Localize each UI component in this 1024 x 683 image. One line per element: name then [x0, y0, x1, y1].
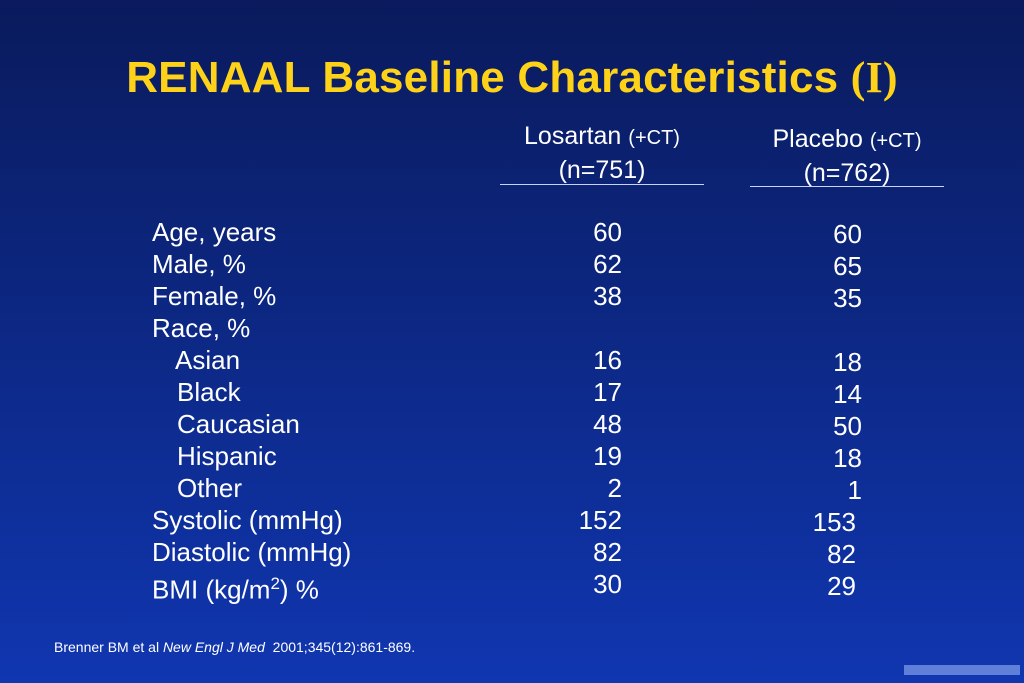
placebo-value: 29 [827, 571, 856, 601]
placebo-value: 60 [833, 219, 862, 249]
placebo-value: 1 [847, 475, 862, 505]
losartan-value: 17 [593, 377, 622, 407]
row-label-bmi: BMI (kg/m2) % [152, 574, 319, 605]
placebo-n: (n=762) [803, 159, 891, 187]
losartan-value: 2 [607, 473, 622, 503]
placebo-values: 60 65 35 18 14 50 18 1 153 82 29 [800, 218, 862, 602]
losartan-qualifier: (+CT) [628, 127, 680, 149]
losartan-column-header: Losartan (+CT) (n=751) [500, 120, 704, 186]
placebo-value: 18 [833, 347, 862, 377]
losartan-value: 60 [593, 217, 622, 247]
losartan-value: 30 [593, 569, 622, 599]
placebo-value [800, 314, 862, 346]
row-label-black: Black [177, 377, 241, 407]
placebo-value: 35 [833, 283, 862, 313]
row-label-other: Other [177, 473, 243, 503]
slide-title-suffix: (I) [850, 53, 898, 102]
losartan-n: (n=751) [558, 156, 646, 184]
citation-journal: New Engl J Med [162, 639, 265, 655]
row-label-male: Male, % [152, 249, 246, 279]
placebo-header-rule [750, 186, 944, 187]
losartan-name: Losartan [524, 122, 622, 150]
citation: Brenner BM et al New Engl J Med 2001;345… [54, 639, 415, 655]
placebo-value: 153 [812, 507, 856, 537]
losartan-value: 62 [593, 249, 622, 279]
row-labels: Age, years Male, % Female, % Race, % Asi… [152, 216, 351, 606]
losartan-header-rule [500, 184, 704, 185]
losartan-value [560, 312, 622, 344]
losartan-value: 48 [593, 409, 622, 439]
row-label-caucasian: Caucasian [177, 409, 300, 439]
citation-authors: Brenner BM et al [54, 639, 163, 655]
losartan-value: 19 [593, 441, 622, 471]
citation-ref: 2001;345(12):861-869. [264, 639, 416, 655]
losartan-value: 82 [593, 537, 622, 567]
losartan-value: 16 [593, 345, 622, 375]
placebo-value: 82 [827, 539, 856, 569]
row-label-systolic: Systolic (mmHg) [152, 505, 343, 535]
row-label-race: Race, % [152, 313, 251, 343]
slide-title-main: RENAAL Baseline Characteristics [126, 53, 851, 102]
row-label-diastolic: Diastolic (mmHg) [152, 537, 352, 567]
placebo-name: Placebo [772, 125, 863, 153]
losartan-values: 60 62 38 16 17 48 19 2 152 82 30 [560, 216, 622, 600]
losartan-value: 38 [593, 281, 622, 311]
slide-title: RENAAL Baseline Characteristics (I) [0, 52, 1024, 103]
placebo-qualifier: (+CT) [869, 130, 922, 152]
placebo-column-header: Placebo (+CT) (n=762) [750, 123, 944, 189]
placebo-value: 18 [833, 443, 862, 473]
slide-decoration-bar [904, 665, 1020, 675]
row-label-female: Female, % [152, 281, 277, 311]
losartan-value: 152 [578, 505, 622, 535]
row-label-hispanic: Hispanic [177, 441, 277, 471]
row-label-age: Age, years [152, 217, 277, 247]
row-label-asian: Asian [175, 345, 241, 375]
placebo-value: 50 [833, 411, 862, 441]
placebo-value: 65 [833, 251, 862, 281]
placebo-value: 14 [833, 379, 862, 409]
